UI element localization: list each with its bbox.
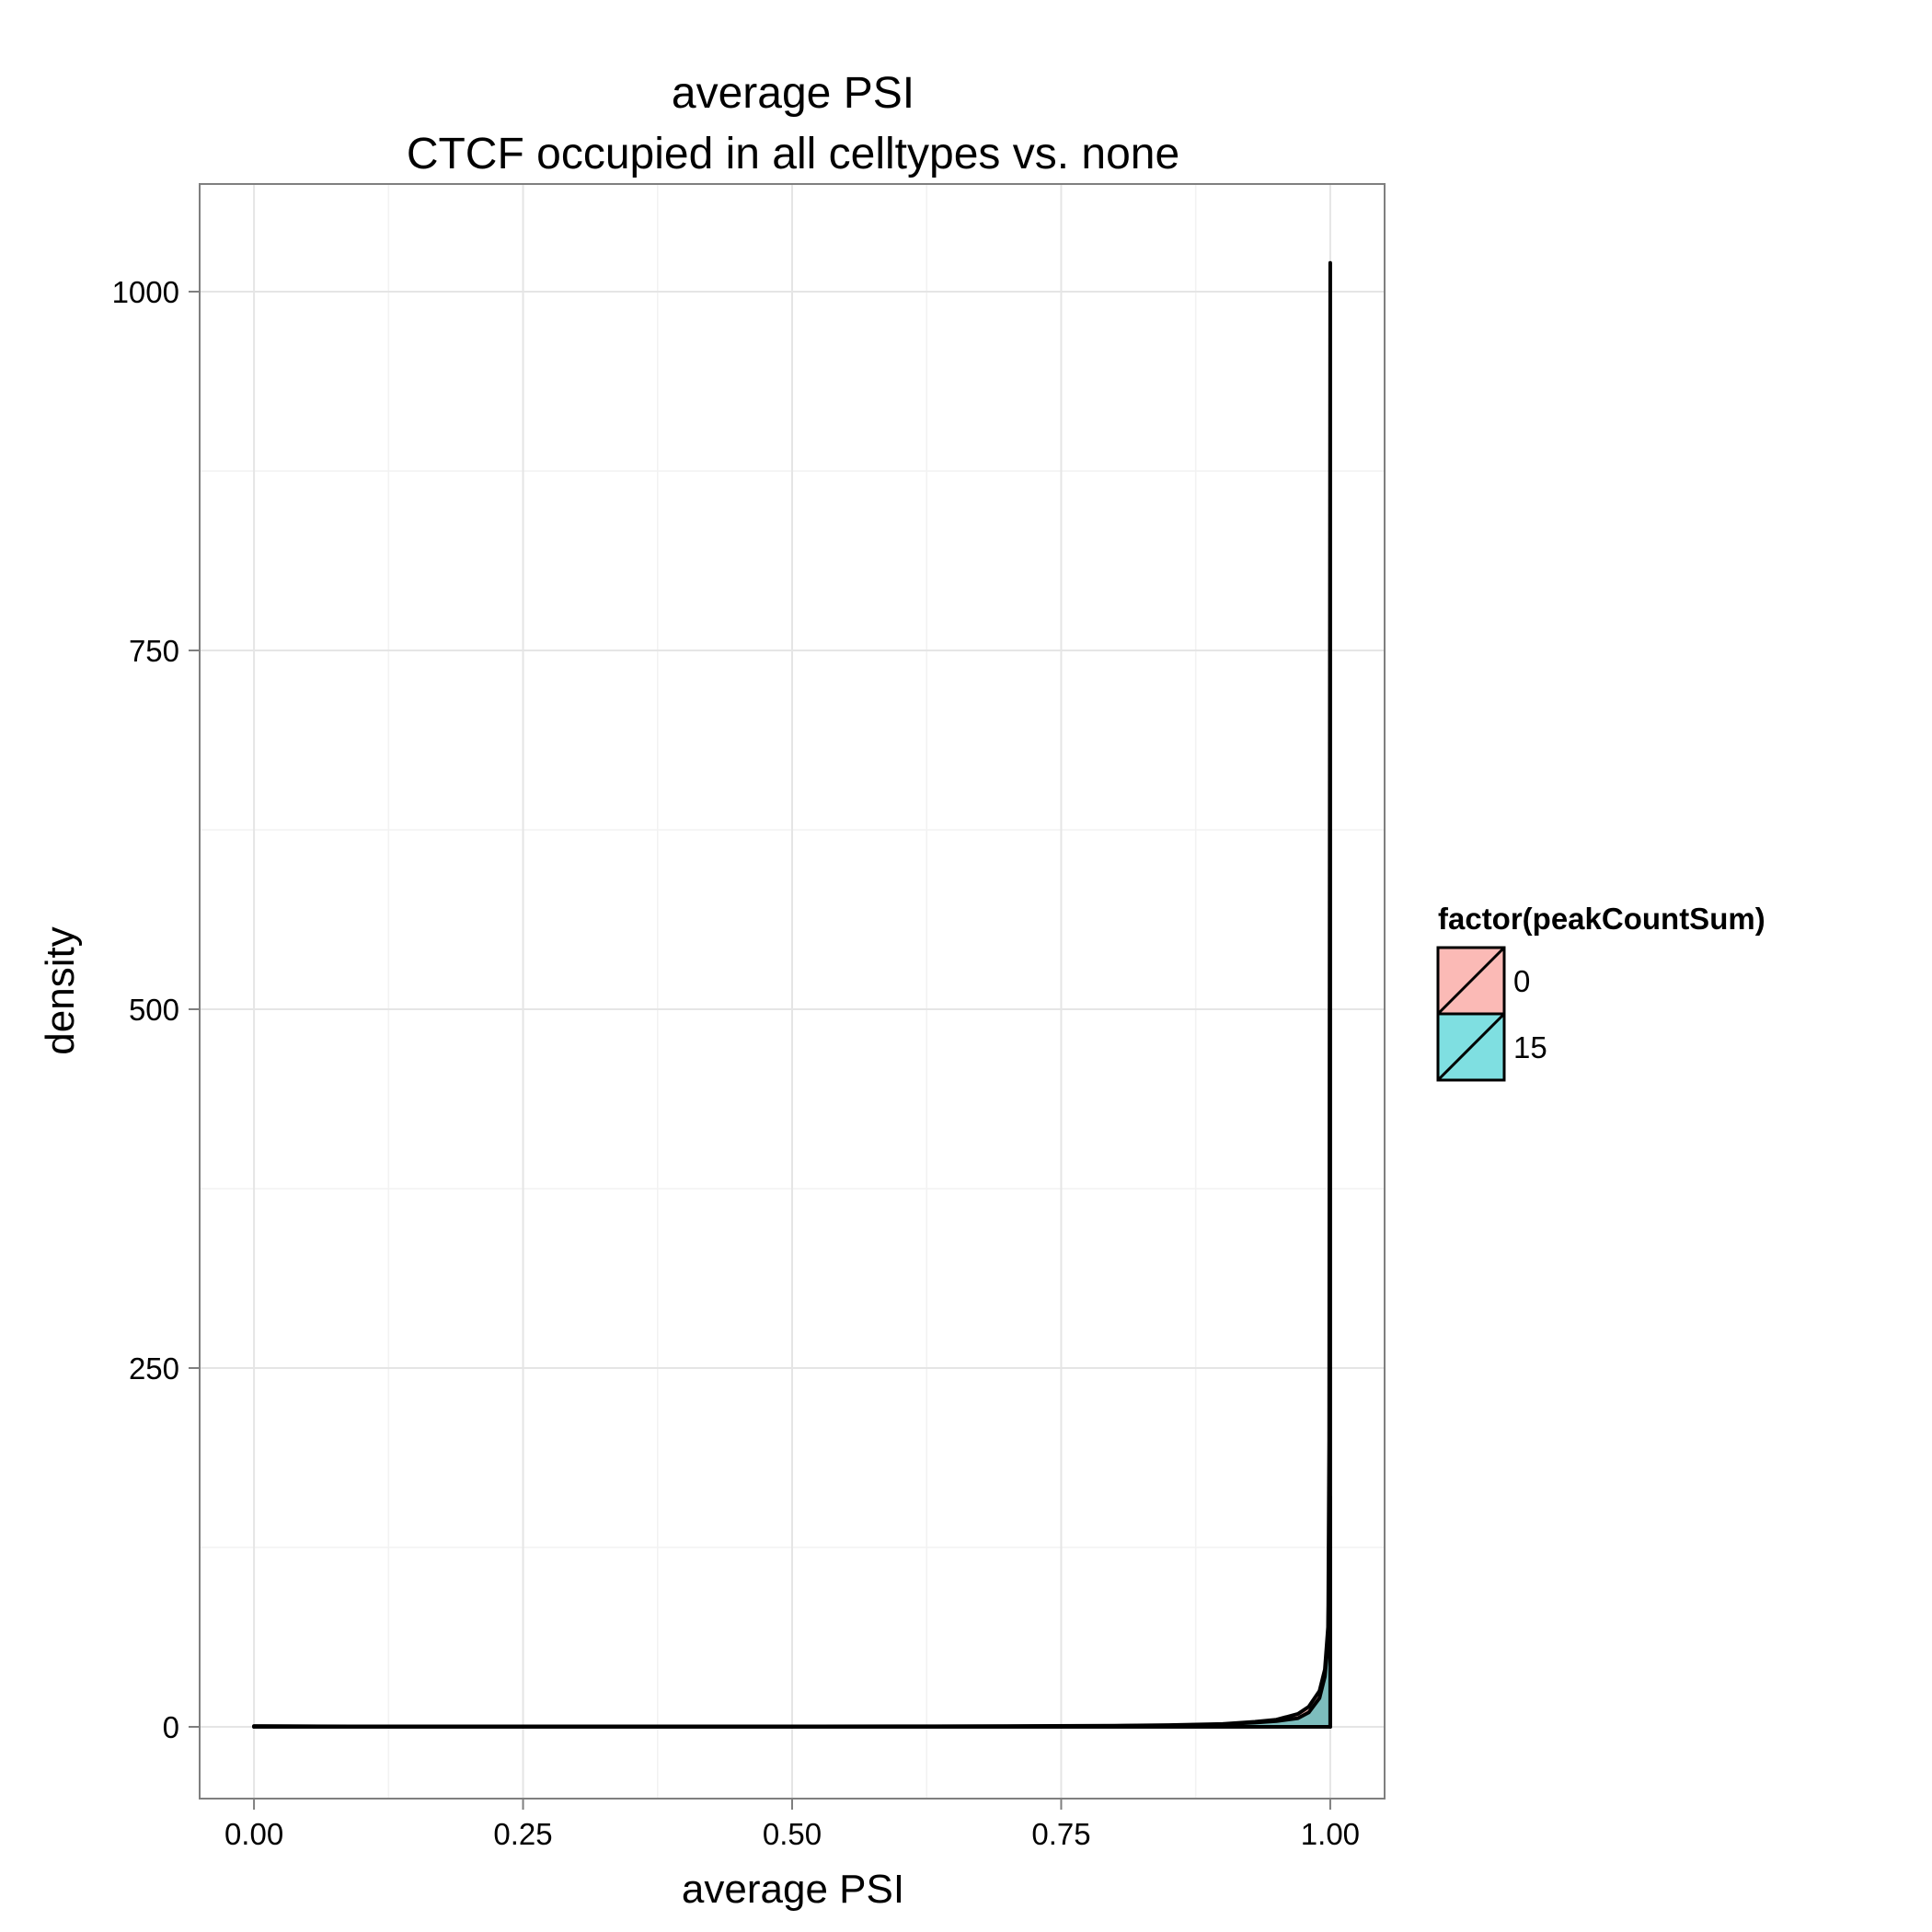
y-tick-label: 750 (129, 634, 179, 668)
legend-title: factor(peakCountSum) (1438, 902, 1765, 936)
legend-key-0-line (1436, 946, 1506, 1016)
x-tick-label: 0.00 (224, 1817, 283, 1851)
legend-key-15-line (1436, 1012, 1506, 1082)
legend-label-0: 0 (1513, 964, 1530, 998)
x-tick-label: 1.00 (1301, 1817, 1360, 1851)
x-tick-label: 0.25 (493, 1817, 552, 1851)
legend: factor(peakCountSum) 0 15 (1436, 902, 1765, 1082)
y-tick-label: 1000 (112, 275, 179, 309)
y-axis-ticks: 0 250 500 750 1000 (112, 275, 200, 1744)
density-series (252, 260, 1332, 1729)
legend-label-15: 15 (1513, 1030, 1547, 1064)
x-tick-label: 0.75 (1031, 1817, 1090, 1851)
y-axis-title: density (38, 926, 83, 1054)
legend-item-0: 0 (1436, 946, 1530, 1016)
y-tick-label: 0 (163, 1710, 179, 1744)
x-tick-label: 0.50 (763, 1817, 822, 1851)
chart-title-line-2: CTCF occupied in all celltypes vs. none (407, 130, 1179, 178)
y-tick-label: 500 (129, 993, 179, 1027)
y-tick-label: 250 (129, 1351, 179, 1386)
x-axis-ticks: 0.00 0.25 0.50 0.75 1.00 (224, 1799, 1360, 1851)
chart-title-line-1: average PSI (672, 69, 914, 118)
density-area-15 (252, 260, 1332, 1729)
x-axis-title: average PSI (682, 1867, 904, 1912)
legend-item-15: 15 (1436, 1012, 1547, 1082)
